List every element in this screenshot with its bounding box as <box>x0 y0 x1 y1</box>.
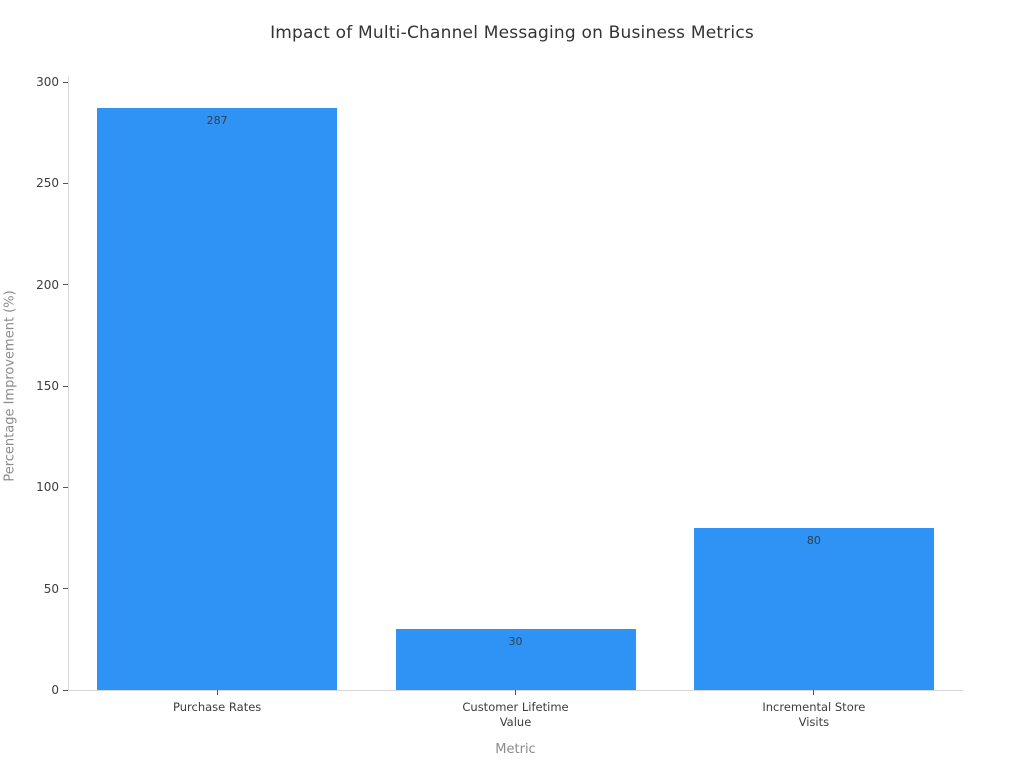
y-tick-mark <box>63 486 68 488</box>
bar-value-label: 30 <box>508 635 523 649</box>
x-tick-label: Customer Lifetime Value <box>462 700 569 729</box>
bar-incremental-store-visits <box>693 527 934 690</box>
x-axis-title: Metric <box>495 742 536 757</box>
y-tick-label: 50 <box>43 581 59 596</box>
y-tick-label: 0 <box>51 683 59 697</box>
y-tick-mark <box>63 81 68 83</box>
y-tick-mark <box>63 385 68 387</box>
bar-purchase-rates <box>97 108 338 690</box>
y-tick-label: 200 <box>36 277 59 292</box>
y-tick-label: 100 <box>36 480 59 495</box>
x-tick-label: Incremental Store Visits <box>762 700 866 729</box>
y-tick-mark <box>63 689 68 691</box>
x-tick-mark <box>216 690 218 695</box>
x-tick-mark <box>515 690 516 695</box>
bar-value-label: 287 <box>206 114 228 128</box>
x-tick-mark <box>813 690 815 695</box>
y-tick-mark <box>63 588 68 590</box>
y-tick-mark <box>63 284 68 286</box>
x-tick-label: Purchase Rates <box>173 700 262 714</box>
y-tick-label: 250 <box>36 176 59 191</box>
y-axis-line <box>68 76 69 691</box>
bar-value-label: 80 <box>806 533 821 547</box>
y-tick-label: 300 <box>36 75 59 89</box>
y-tick-mark <box>63 182 68 184</box>
chart-title: Impact of Multi-Channel Messaging on Bus… <box>270 23 754 43</box>
bar-customer-lifetime-value <box>395 629 636 690</box>
y-tick-label: 150 <box>36 379 59 393</box>
